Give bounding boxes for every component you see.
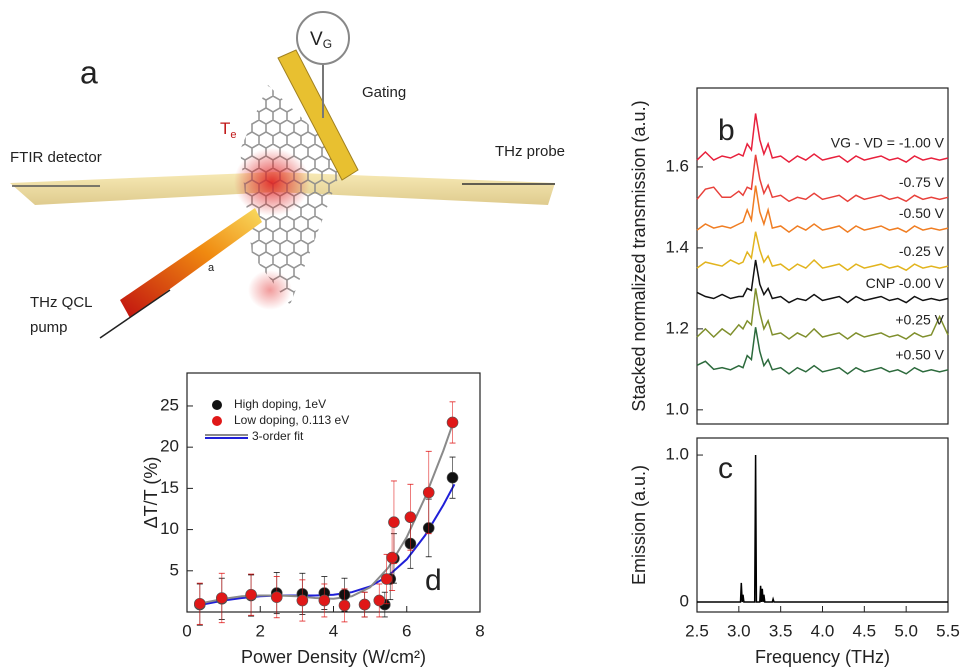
panel-label: c <box>718 452 733 485</box>
series-label: -0.75 V <box>899 174 945 190</box>
probe-label: THz probe <box>495 143 565 160</box>
panel-label: b <box>718 114 735 147</box>
data-point <box>245 588 257 601</box>
y-axis-label: Emission (a.u.) <box>629 465 649 585</box>
data-point <box>296 594 309 607</box>
detector-beam <box>10 172 275 205</box>
voltage-source <box>296 11 350 65</box>
y-tick-label: 25 <box>160 395 179 414</box>
series-label: +0.25 V <box>895 312 944 328</box>
series-label: CNP -0.00 V <box>866 275 945 291</box>
y-tick-label: 0 <box>680 591 689 610</box>
y-tick-label: 15 <box>160 478 179 497</box>
series-label: -0.50 V <box>899 205 945 221</box>
data-point <box>380 573 393 585</box>
data-point <box>358 598 371 611</box>
data-point <box>422 486 435 499</box>
y-tick-label: 1.6 <box>665 156 689 175</box>
series-label: VG - VD = -1.00 V <box>831 135 945 151</box>
fit-line <box>197 418 456 605</box>
schematic: a VG Gating Te FTIR detector THz probe T… <box>10 11 565 339</box>
panel-label: d <box>425 564 442 597</box>
series-label: +0.50 V <box>895 346 944 362</box>
x-tick-label: 4.0 <box>811 621 835 640</box>
hot-spot <box>234 148 310 216</box>
spectrum-line <box>696 231 949 272</box>
angle-label: a <box>208 262 215 274</box>
probe-beam <box>275 172 555 205</box>
pump-beam <box>120 208 262 318</box>
data-point <box>446 416 459 429</box>
data-point <box>270 591 283 603</box>
data-point <box>194 597 206 610</box>
pump-label: THz QCL <box>30 294 93 311</box>
data-point <box>318 594 331 607</box>
series-label: -0.25 V <box>899 243 945 259</box>
detector-label: FTIR detector <box>10 149 102 166</box>
data-point <box>338 599 351 612</box>
x-axis-label: Frequency (THz) <box>755 647 890 667</box>
x-tick-label: 3.5 <box>769 621 793 640</box>
spectrum-line <box>697 454 948 603</box>
gating-label: Gating <box>362 84 406 101</box>
spectrum-line <box>696 288 949 340</box>
legend-marker <box>212 416 222 426</box>
y-axis-label: ΔT/T (%) <box>141 457 161 529</box>
x-tick-label: 8 <box>475 621 484 640</box>
x-tick-label: 6 <box>402 621 411 640</box>
y-axis-label: Stacked normalized transmission (a.u.) <box>629 100 649 411</box>
x-axis-label: Power Density (W/cm²) <box>241 647 426 667</box>
x-tick-label: 5.0 <box>894 621 918 640</box>
plot-frame <box>696 437 949 613</box>
spectrum-line <box>696 185 949 234</box>
y-tick-label: 5 <box>170 560 179 579</box>
data-point <box>388 516 400 528</box>
gate-electrode <box>277 49 359 181</box>
legend-label: 3-order fit <box>252 429 304 443</box>
plot-frame <box>696 87 949 425</box>
spectrum-line <box>696 327 949 375</box>
legend-marker <box>212 400 222 410</box>
x-tick-label: 3.0 <box>727 621 751 640</box>
y-tick-label: 10 <box>160 519 179 538</box>
x-tick-label: 0 <box>182 621 191 640</box>
spectrum-line <box>696 154 949 203</box>
data-point <box>386 551 398 564</box>
x-tick-label: 2.5 <box>685 621 709 640</box>
pump-arrow <box>99 289 171 339</box>
gate-voltage: VG <box>310 29 332 51</box>
pump-label: pump <box>30 319 68 336</box>
y-tick-label: 1.2 <box>665 318 689 337</box>
y-tick-label: 1.0 <box>665 445 689 464</box>
data-point <box>404 511 417 524</box>
x-tick-label: 5.5 <box>936 621 960 640</box>
x-tick-label: 2 <box>256 621 265 640</box>
data-point <box>373 594 386 607</box>
legend-label: High doping, 1eV <box>234 397 326 411</box>
temperature-label: Te <box>220 119 237 140</box>
y-tick-label: 20 <box>160 437 179 456</box>
y-tick-label: 1.0 <box>665 399 689 418</box>
x-tick-label: 4.5 <box>853 621 877 640</box>
hot-spot-reflection <box>248 270 292 310</box>
legend-label: Low doping, 0.113 eV <box>234 413 349 427</box>
data-point <box>215 592 228 604</box>
spectrum-line <box>696 259 949 304</box>
data-point <box>446 471 459 484</box>
spectrum-line <box>696 113 949 164</box>
y-tick-label: 1.4 <box>665 237 689 256</box>
panel-label: a <box>80 54 98 90</box>
x-tick-label: 4 <box>329 621 338 640</box>
